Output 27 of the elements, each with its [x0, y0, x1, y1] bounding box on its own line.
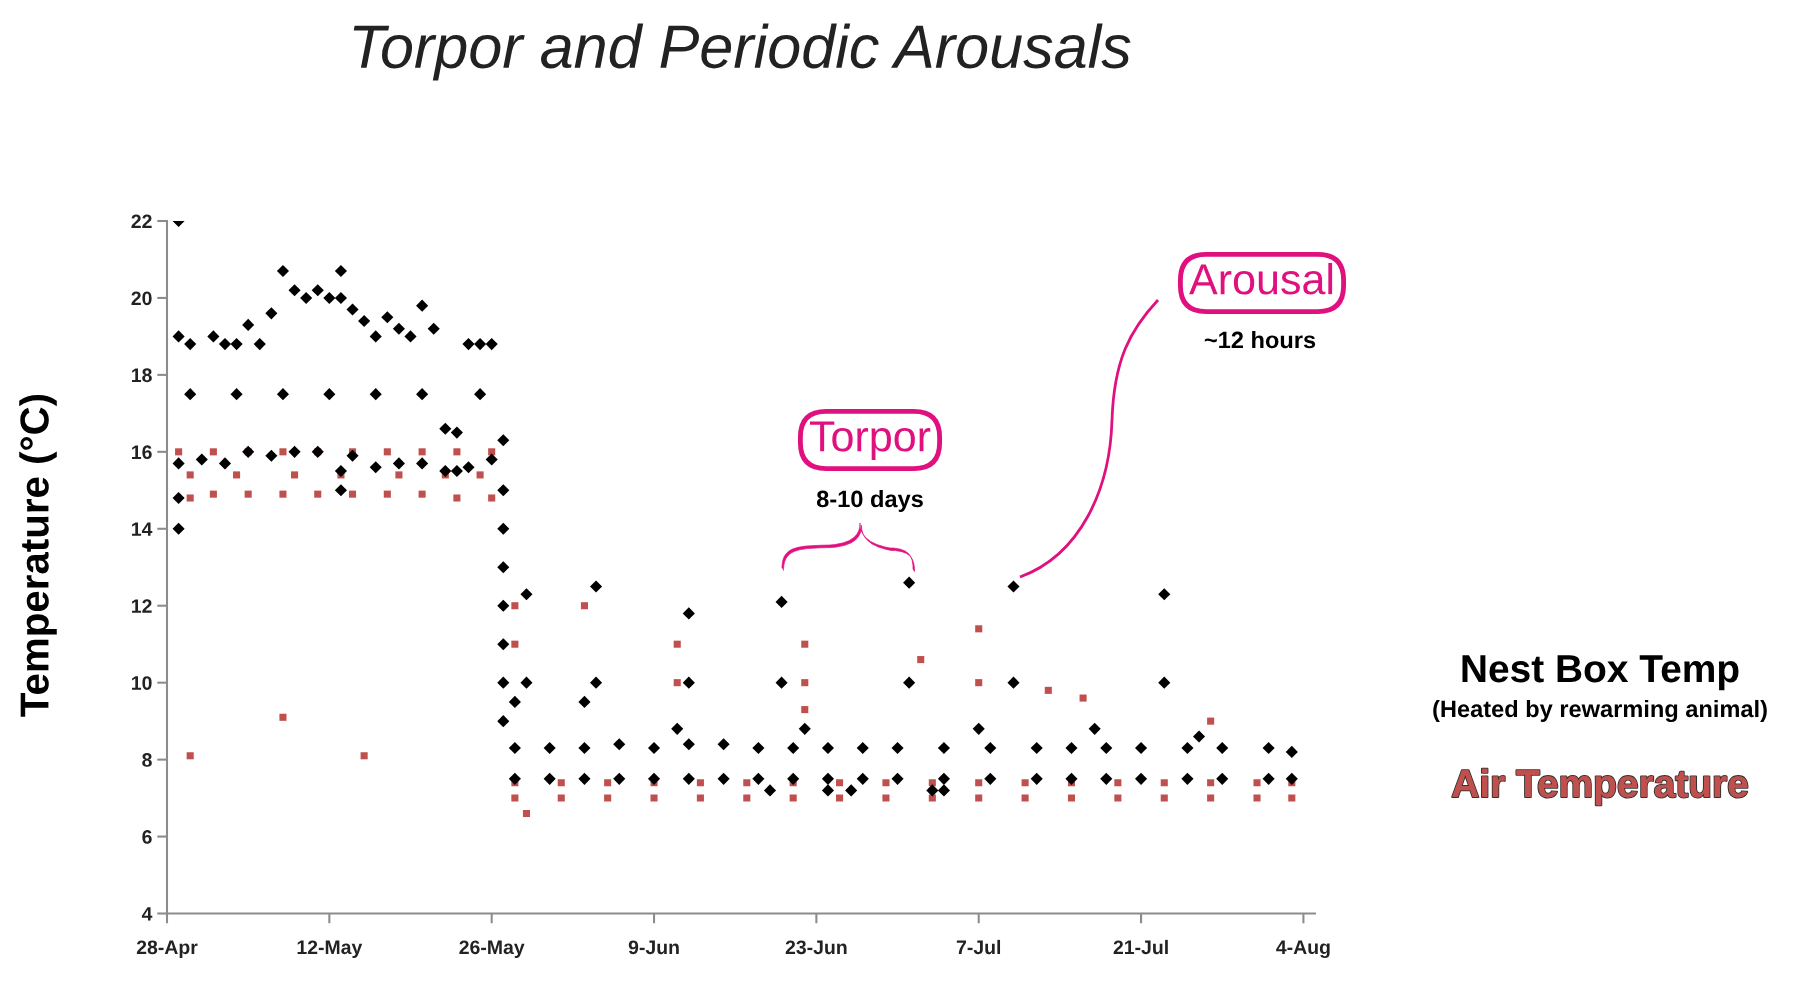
- y-tick-label: 4: [141, 907, 153, 921]
- x-tick-label: 28-Apr: [136, 940, 198, 959]
- x-tick-label: 7-Jul: [956, 939, 1001, 955]
- y-tick-label: 22: [131, 214, 152, 229]
- y-tick-label: 12: [132, 599, 152, 613]
- y-tick-label: 6: [142, 830, 152, 844]
- x-tick-label: 9-Jun: [628, 940, 679, 955]
- x-tick-label: 21-Jul: [1113, 939, 1168, 955]
- annotation: 8-10 days: [816, 489, 923, 513]
- y-tick-label: 10: [132, 676, 152, 690]
- y-tick-label: 20: [131, 291, 152, 306]
- chart-title: Torpor and Periodic Arousals: [353, 23, 1131, 81]
- annotation: ~12 hours: [1204, 331, 1316, 349]
- text: (Heated by rewarming animal): [1433, 699, 1767, 723]
- y-tick-label: 14: [132, 522, 153, 536]
- y-tick-label: 16: [132, 445, 152, 460]
- y-axis-title: Temperature (°C): [19, 394, 57, 717]
- x-tick-label: 26-May: [459, 940, 525, 959]
- annotation: Torpor: [809, 421, 931, 461]
- text: Air Temperature: [1452, 768, 1748, 806]
- x-tick-label: 12-May: [297, 940, 363, 959]
- y-tick-label: 18: [132, 368, 152, 383]
- x-tick-label: 4-Aug: [1276, 940, 1330, 959]
- annotation: Arousal: [1189, 262, 1333, 295]
- text: Nest Box Temp: [1462, 655, 1739, 691]
- y-tick-label: 8: [142, 753, 152, 767]
- x-tick-label: 23-Jun: [785, 940, 847, 955]
